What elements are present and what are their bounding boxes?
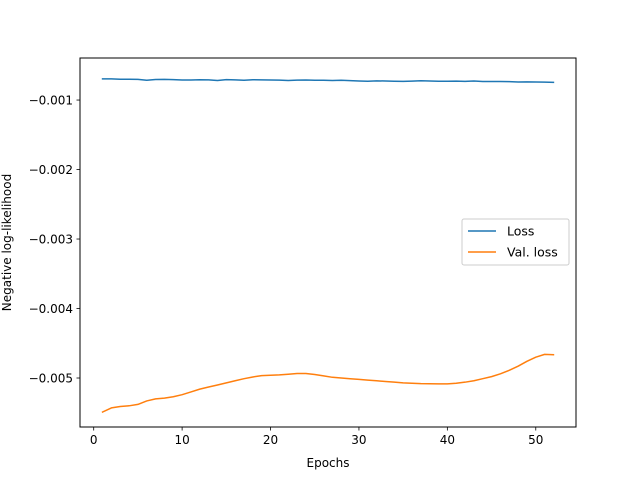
y-tick-label: −0.003 — [29, 232, 73, 246]
x-tick-label: 0 — [90, 433, 98, 447]
x-tick-label: 30 — [351, 433, 366, 447]
series-line-val-loss — [101, 353, 555, 414]
legend: Loss Val. loss — [461, 218, 570, 266]
y-tick-label: −0.005 — [29, 371, 73, 385]
y-tick-label: −0.001 — [29, 93, 73, 107]
x-tick-label: 20 — [263, 433, 278, 447]
axes-frame — [79, 57, 577, 428]
x-axis: 0 10 20 30 40 50 — [90, 427, 543, 447]
x-axis-label: Epochs — [307, 456, 350, 470]
x-tick-label: 10 — [174, 433, 189, 447]
legend-label: Val. loss — [507, 245, 558, 260]
y-axis-label: Negative log-likelihood — [0, 174, 14, 311]
y-tick-label: −0.002 — [29, 163, 73, 177]
y-axis: −0.001 −0.002 −0.003 −0.004 −0.005 — [29, 93, 80, 385]
series-layer — [101, 78, 555, 414]
series-line-loss — [101, 78, 555, 84]
legend-label: Loss — [507, 224, 534, 239]
x-tick-label: 50 — [528, 433, 543, 447]
x-tick-label: 40 — [440, 433, 455, 447]
y-tick-label: −0.004 — [29, 302, 73, 316]
